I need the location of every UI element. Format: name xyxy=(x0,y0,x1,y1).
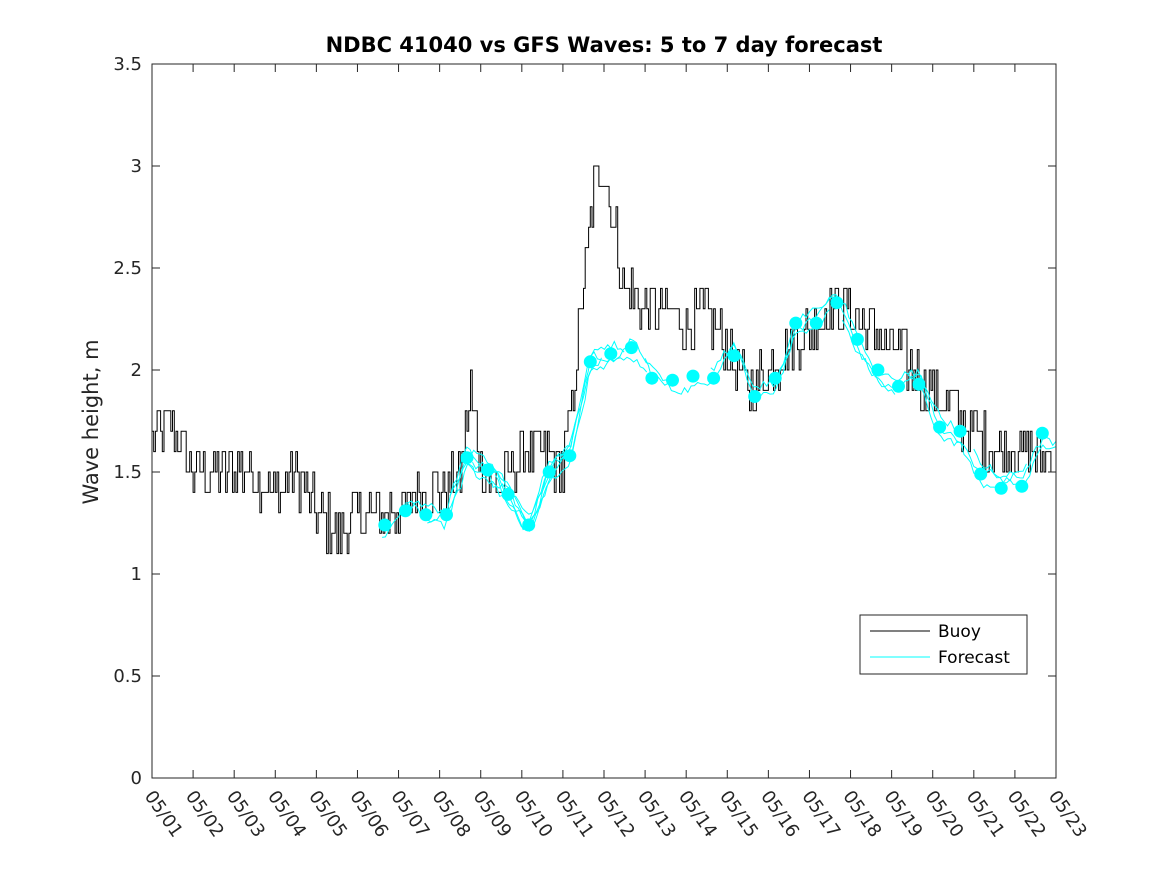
x-tick-label: 05/09 xyxy=(469,787,516,842)
forecast-marker xyxy=(563,449,577,463)
forecast-marker xyxy=(994,481,1008,495)
legend: Buoy Forecast xyxy=(859,614,1028,675)
forecast-marker xyxy=(501,487,515,501)
forecast-marker xyxy=(974,467,988,481)
forecast-marker xyxy=(522,518,536,532)
forecast-marker xyxy=(1035,426,1049,440)
x-tick-label: 05/18 xyxy=(838,787,885,842)
forecast-marker xyxy=(789,316,803,330)
forecast-line xyxy=(973,444,1057,492)
x-tick-label: 05/22 xyxy=(1003,787,1050,842)
y-tick-label: 2.5 xyxy=(113,258,142,279)
y-tick-label: 0.5 xyxy=(113,666,142,687)
forecast-marker xyxy=(912,377,926,391)
x-tick-label: 05/21 xyxy=(962,787,1009,842)
x-tick-label: 05/20 xyxy=(921,787,968,842)
buoy-line xyxy=(152,165,1057,555)
buoy-series xyxy=(152,165,1057,555)
forecast-line xyxy=(710,294,896,398)
x-tick-label: 05/14 xyxy=(674,787,721,842)
forecast-marker xyxy=(707,371,721,385)
forecast-marker xyxy=(583,355,597,369)
x-tick-label: 05/15 xyxy=(715,787,762,842)
forecast-line xyxy=(449,340,625,515)
x-tick-label: 05/07 xyxy=(386,787,433,842)
forecast-marker xyxy=(748,390,762,403)
x-tick-label: 05/03 xyxy=(222,787,269,842)
x-tick-label: 05/08 xyxy=(428,787,475,842)
forecast-marker xyxy=(1015,479,1029,493)
forecast-marker xyxy=(440,508,453,522)
forecast-marker xyxy=(686,369,700,383)
y-tick-label: 1 xyxy=(131,564,142,585)
chart-title: NDBC 41040 vs GFS Waves: 5 to 7 day fore… xyxy=(326,33,883,57)
forecast-marker xyxy=(871,363,885,377)
forecast-marker xyxy=(892,379,905,393)
forecast-marker xyxy=(419,508,433,522)
x-tick-label: 05/12 xyxy=(592,787,639,842)
forecast-marker xyxy=(933,420,947,434)
x-tick-label: 05/01 xyxy=(140,787,187,842)
forecast-marker xyxy=(460,451,474,465)
forecast-marker xyxy=(398,504,412,518)
forecast-marker xyxy=(481,463,495,477)
forecast-marker xyxy=(624,341,638,355)
forecast-marker xyxy=(809,316,823,330)
y-tick-label: 2 xyxy=(131,360,142,381)
x-tick-label: 05/04 xyxy=(263,787,310,842)
x-axis-ticks: 05/0105/0205/0305/0405/0505/0605/0705/08… xyxy=(140,64,1091,841)
x-tick-label: 05/02 xyxy=(181,787,228,842)
forecast-marker xyxy=(768,371,782,385)
forecast-marker xyxy=(378,518,392,532)
x-tick-label: 05/11 xyxy=(551,787,598,842)
x-tick-label: 05/05 xyxy=(304,787,351,842)
x-tick-label: 05/23 xyxy=(1044,787,1091,842)
x-tick-label: 05/10 xyxy=(510,787,557,842)
forecast-marker xyxy=(542,465,556,479)
x-tick-label: 05/19 xyxy=(880,787,927,842)
forecast-marker xyxy=(645,371,659,385)
forecast-marker xyxy=(604,347,618,361)
forecast-line xyxy=(776,296,962,435)
forecast-series xyxy=(382,294,1057,538)
forecast-line xyxy=(472,351,648,530)
y-tick-label: 3.5 xyxy=(113,54,142,75)
x-tick-label: 05/16 xyxy=(756,787,803,842)
y-axis-ticks: 0 0.5 1 1.5 2 2.5 3 3.5 xyxy=(113,54,1056,789)
y-axis-label: Wave height, m xyxy=(79,339,103,504)
forecast-markers xyxy=(378,296,1049,532)
y-tick-label: 1.5 xyxy=(113,462,142,483)
forecast-marker xyxy=(666,373,679,387)
x-tick-label: 05/06 xyxy=(345,787,392,842)
forecast-marker xyxy=(727,349,741,363)
y-tick-label: 3 xyxy=(131,156,142,177)
forecast-marker xyxy=(850,332,864,346)
legend-buoy-label: Buoy xyxy=(938,622,981,642)
x-tick-label: 05/17 xyxy=(797,787,844,842)
x-tick-label: 05/13 xyxy=(633,787,680,842)
y-tick-label: 0 xyxy=(131,768,142,789)
forecast-marker xyxy=(953,424,967,438)
legend-forecast-label: Forecast xyxy=(938,648,1010,668)
forecast-marker xyxy=(830,296,844,310)
legend-box xyxy=(859,614,1028,675)
